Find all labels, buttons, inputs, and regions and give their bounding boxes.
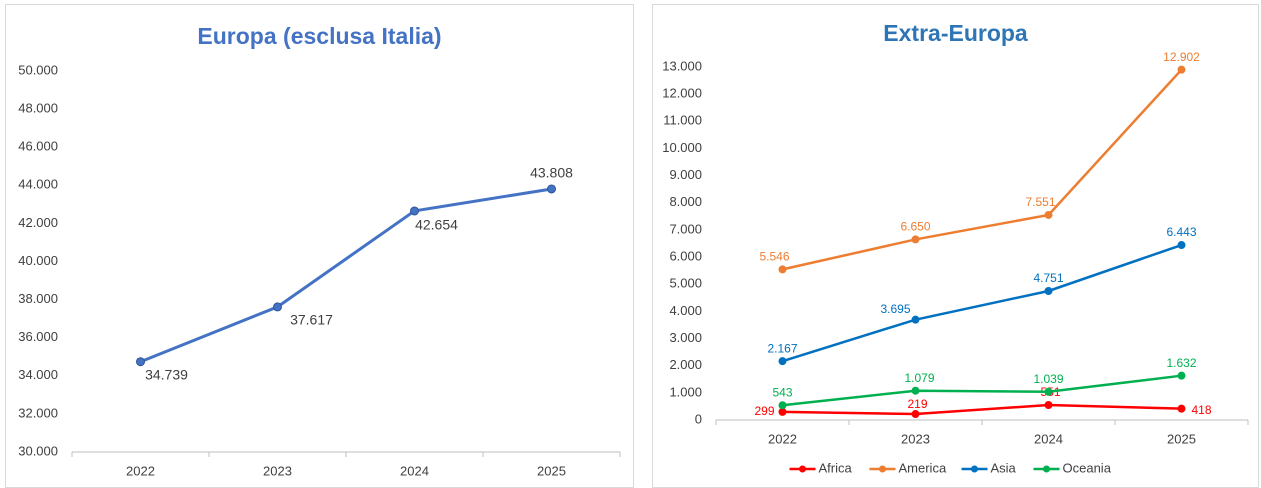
data-label: 7.551 (1025, 195, 1055, 209)
data-label: 543 (772, 385, 792, 399)
y-tick-label: 7.000 (669, 221, 702, 236)
point (1177, 371, 1186, 380)
line (782, 68, 1183, 271)
x-tick-label: 2025 (537, 463, 566, 478)
y-tick-label: 6.000 (669, 249, 702, 264)
point (911, 315, 920, 324)
chart: Extra-Europa 0 1.000 2.000 3.000 4.000 5.000 6.… (652, 4, 1259, 488)
data-label: 1.039 (1033, 372, 1063, 386)
x-tick-label: 2022 (768, 431, 797, 446)
data-label: 12.902 (1163, 50, 1200, 64)
point (273, 302, 282, 312)
x-tick-label: 2023 (901, 431, 930, 446)
y-tick-label: 38.000 (18, 291, 58, 306)
y-tick-label: 36.000 (18, 329, 58, 344)
chart-frame (5, 4, 634, 488)
y-tick-label: 10.000 (662, 140, 702, 155)
chart-title: Extra-Europa (883, 20, 1028, 46)
y-tick-label: 4.000 (669, 303, 702, 318)
data-label: 219 (907, 397, 927, 411)
point (911, 410, 920, 419)
data-label: 418 (1191, 403, 1211, 417)
line (782, 374, 1182, 407)
x-tick-label: 2023 (263, 463, 292, 478)
data-label: 6.650 (900, 220, 930, 234)
legend-label: America (899, 460, 947, 475)
point (1177, 65, 1186, 74)
x-tick-label: 2022 (126, 463, 155, 478)
legend-marker (879, 465, 886, 473)
data-label: 37.617 (290, 312, 333, 328)
legend-marker (799, 465, 806, 473)
data-label: 2.167 (767, 341, 797, 355)
data-label: 299 (754, 404, 774, 418)
legend-label: Africa (819, 460, 853, 475)
data-label: 6.443 (1166, 225, 1196, 239)
data-label: 4.751 (1033, 271, 1063, 285)
data-label: 3.695 (880, 302, 910, 316)
y-tick-label: 5.000 (669, 276, 702, 291)
y-tick-label: 34.000 (18, 367, 58, 382)
y-tick-label: 30.000 (18, 443, 58, 458)
point (1044, 387, 1053, 396)
point (911, 235, 920, 244)
line (782, 403, 1182, 416)
x-tick-label: 2024 (1034, 431, 1063, 446)
y-tick-label: 3.000 (669, 330, 702, 345)
point (1044, 210, 1053, 219)
point (1177, 404, 1186, 413)
y-tick-label: 12.000 (662, 86, 702, 101)
point (1177, 241, 1186, 250)
point (778, 407, 787, 416)
chart: Europa (esclusa Italia) 30.000 32.000 34.00… (5, 4, 634, 488)
y-tick-label: 1.000 (669, 384, 702, 399)
line (139, 187, 552, 364)
point (778, 357, 787, 366)
point (410, 206, 419, 216)
y-tick-label: 9.000 (669, 167, 702, 182)
chart-title: Europa (esclusa Italia) (197, 23, 441, 49)
point (1044, 286, 1053, 295)
y-tick-label: 0 (695, 411, 702, 426)
data-label: 34.739 (145, 366, 188, 382)
point (778, 265, 787, 274)
y-tick-label: 50.000 (18, 62, 58, 77)
chart-frame (652, 4, 1259, 488)
point (547, 184, 556, 194)
y-tick-label: 44.000 (18, 177, 58, 192)
legend-label: Asia (991, 460, 1017, 475)
y-tick-label: 2.000 (669, 357, 702, 372)
x-tick-label: 2025 (1167, 431, 1196, 446)
data-label: 1.632 (1166, 356, 1196, 370)
y-tick-label: 13.000 (662, 58, 702, 73)
point (778, 401, 787, 410)
y-tick-label: 40.000 (18, 253, 58, 268)
legend-marker (1043, 465, 1050, 473)
legend-marker (971, 465, 978, 473)
point (1044, 401, 1053, 410)
y-tick-label: 42.000 (18, 215, 58, 230)
line (782, 243, 1182, 363)
point (911, 386, 920, 395)
data-label: 5.546 (759, 250, 789, 264)
point (136, 357, 145, 367)
data-label: 43.808 (530, 165, 573, 181)
y-tick-label: 48.000 (18, 101, 58, 116)
data-label: 1.079 (904, 371, 934, 385)
x-tick-label: 2024 (400, 463, 429, 478)
y-tick-label: 32.000 (18, 405, 58, 420)
data-label: 42.654 (415, 217, 458, 233)
y-tick-label: 46.000 (18, 139, 58, 154)
legend-label: Oceania (1063, 460, 1112, 475)
y-tick-label: 8.000 (669, 194, 702, 209)
y-tick-label: 11.000 (663, 113, 702, 128)
